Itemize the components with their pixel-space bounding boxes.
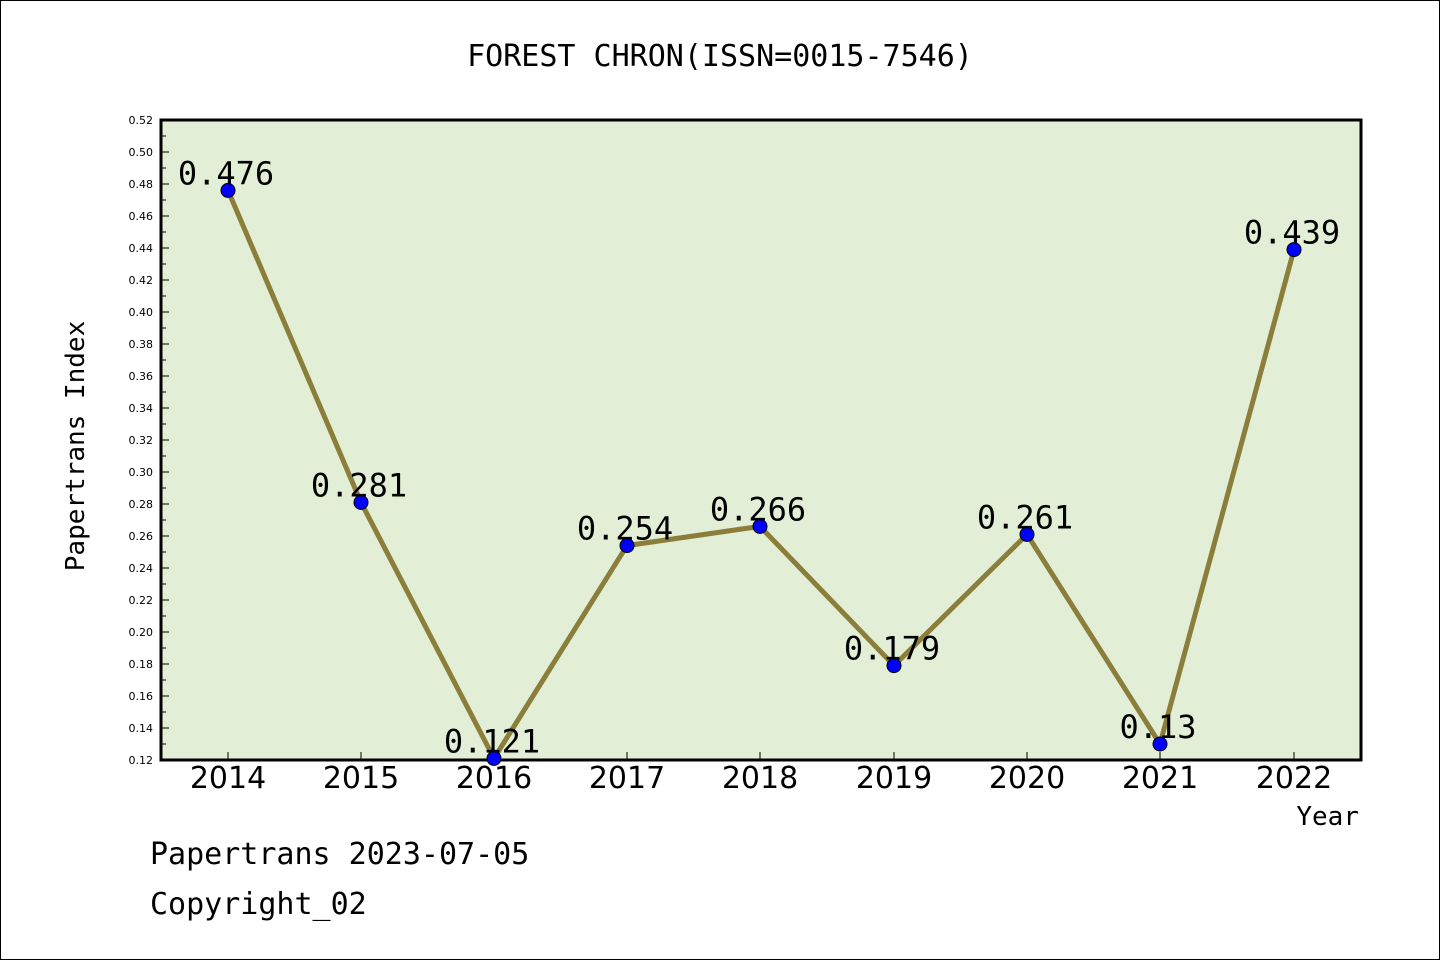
y-tick-label: 0.44 <box>129 242 154 255</box>
data-point-2016 <box>486 750 502 766</box>
y-tick-label: 0.12 <box>129 754 154 767</box>
y-tick-label: 0.48 <box>129 178 154 191</box>
data-point-2018 <box>752 518 768 534</box>
x-tick-label: 2018 <box>722 761 798 796</box>
data-label-2017: 0.254 <box>577 510 673 548</box>
y-tick-label: 0.30 <box>129 466 154 479</box>
data-label-2014: 0.476 <box>178 154 274 192</box>
data-point-2022 <box>1286 242 1302 258</box>
data-label-2021: 0.13 <box>1119 708 1196 746</box>
y-tick-label: 0.24 <box>129 562 154 575</box>
data-label-2015: 0.281 <box>311 466 407 504</box>
data-point-2015 <box>353 494 369 510</box>
data-point-2014 <box>220 182 236 198</box>
y-tick-label: 0.22 <box>129 594 154 607</box>
x-axis: 2014 2015 2016 2017 2018 2019 2020 2021 2022 <box>190 752 1332 796</box>
y-tick-label: 0.32 <box>129 434 154 447</box>
y-tick-label: 0.34 <box>129 402 154 415</box>
footer-date: Papertrans 2023-07-05 <box>150 837 529 872</box>
y-tick-label: 0.46 <box>129 210 154 223</box>
y-tick-label: 0.14 <box>129 722 154 735</box>
x-tick-label: 2022 <box>1256 761 1332 796</box>
y-tick-label: 0.40 <box>129 306 154 319</box>
y-tick-label: 0.42 <box>129 274 154 287</box>
data-point-2021 <box>1152 736 1168 752</box>
data-label-2022: 0.439 <box>1244 214 1340 252</box>
y-tick-label: 0.16 <box>129 690 154 703</box>
y-tick-label: 0.50 <box>129 146 154 159</box>
y-tick-label: 0.36 <box>129 370 154 383</box>
plot-area <box>159 118 1363 762</box>
x-axis-title: Year <box>1296 802 1359 832</box>
data-label-2018: 0.266 <box>710 490 806 528</box>
x-tick-label: 2016 <box>456 761 532 796</box>
y-axis: 0.12 0.14 0.16 0.18 0.20 0.22 0.24 0.26 0.28 0.30… <box>129 114 169 767</box>
x-tick-label: 2017 <box>589 761 665 796</box>
data-point-2017 <box>619 538 635 554</box>
y-tick-label: 0.18 <box>129 658 154 671</box>
chart-title: FOREST CHRON(ISSN=0015-7546) <box>467 39 973 74</box>
y-tick-label: 0.20 <box>129 626 154 639</box>
data-label-2019: 0.179 <box>844 630 940 668</box>
x-tick-label: 2021 <box>1122 761 1198 796</box>
data-point-2019 <box>886 658 902 674</box>
series-line-group <box>220 182 1302 766</box>
data-label-2016: 0.121 <box>444 722 540 760</box>
y-tick-label: 0.38 <box>129 338 154 351</box>
x-tick-label: 2015 <box>323 761 399 796</box>
x-tick-label: 2019 <box>856 761 932 796</box>
x-tick-label: 2020 <box>989 761 1065 796</box>
y-tick-label: 0.28 <box>129 498 154 511</box>
y-tick-label: 0.52 <box>129 114 154 127</box>
data-labels: 0.476 0.281 0.121 0.254 0.266 0.179 0.261 0.13 0… <box>178 154 1340 760</box>
data-label-2020: 0.261 <box>977 498 1073 536</box>
y-tick-label: 0.26 <box>129 530 154 543</box>
x-tick-label: 2014 <box>190 761 266 796</box>
footer-copyright: Copyright_02 <box>150 887 367 922</box>
data-point-2020 <box>1019 526 1035 542</box>
y-axis-title: Papertrans Index <box>61 321 91 571</box>
